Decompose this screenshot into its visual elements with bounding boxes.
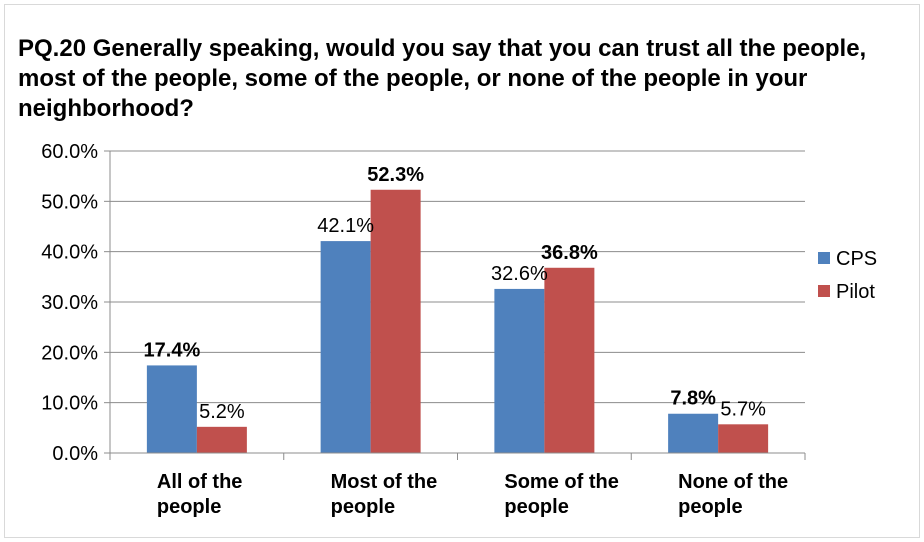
y-tick-label: 20.0% bbox=[41, 342, 98, 364]
legend-label-cps: CPS bbox=[836, 248, 877, 270]
chart-title: PQ.20 Generally speaking, would you say … bbox=[18, 35, 867, 122]
y-tick-label: 50.0% bbox=[41, 191, 98, 213]
x-tick-label: people bbox=[331, 496, 395, 518]
bar-pilot bbox=[544, 267, 595, 453]
bar-cps bbox=[146, 365, 197, 453]
data-label: 5.7% bbox=[720, 398, 766, 420]
bar-cps bbox=[320, 241, 371, 453]
x-tick-label: people bbox=[157, 496, 221, 518]
x-tick-label: Most of the bbox=[331, 471, 438, 493]
x-tick-labels: All of the people Most of the people Some of… bbox=[157, 471, 788, 518]
bar-pilot bbox=[718, 424, 769, 453]
y-tick-label: 0.0% bbox=[52, 443, 98, 465]
data-label: 7.8% bbox=[670, 388, 716, 410]
y-tick-label: 30.0% bbox=[41, 292, 98, 314]
x-tick-label: people bbox=[678, 496, 742, 518]
bar-cps bbox=[668, 413, 719, 453]
legend-swatch-cps bbox=[818, 252, 830, 264]
legend-label-pilot: Pilot bbox=[836, 281, 875, 303]
gridlines bbox=[110, 150, 805, 404]
y-tick-labels: 0.0% 10.0% 20.0% 30.0% 40.0% 50.0% 60.0% bbox=[41, 141, 98, 465]
x-tick-label: people bbox=[504, 496, 568, 518]
bar-pilot bbox=[196, 426, 247, 453]
bar-cps bbox=[494, 288, 545, 453]
legend-swatch-pilot bbox=[818, 285, 830, 297]
data-label: 5.2% bbox=[199, 401, 245, 423]
data-label: 36.8% bbox=[541, 242, 598, 264]
bar-pilot bbox=[370, 189, 421, 454]
data-label: 32.6% bbox=[491, 263, 548, 285]
y-tick-label: 60.0% bbox=[41, 141, 98, 163]
legend: CPS Pilot bbox=[818, 248, 877, 303]
x-tick-label: All of the bbox=[157, 471, 243, 493]
data-label: 17.4% bbox=[144, 339, 201, 361]
data-labels: 17.4% 5.2% 42.1% 52.3% 32.6%36.8% 7.8% 5.7% bbox=[144, 164, 767, 423]
bars bbox=[146, 189, 769, 454]
y-tick-label: 40.0% bbox=[41, 242, 98, 264]
x-tick-label: Some of the bbox=[504, 471, 618, 493]
data-label: 52.3% bbox=[367, 164, 424, 186]
axes bbox=[104, 150, 806, 460]
data-label: 42.1% bbox=[317, 215, 374, 237]
x-tick-label: None of the bbox=[678, 471, 788, 493]
y-tick-label: 10.0% bbox=[41, 393, 98, 415]
